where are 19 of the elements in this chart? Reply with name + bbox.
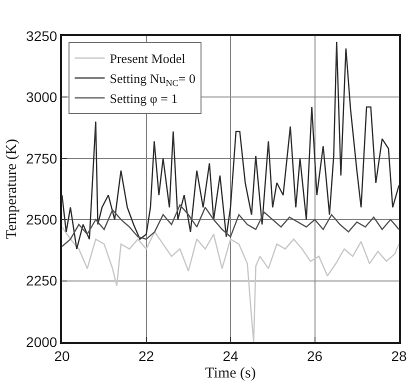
x-tick-label: 24 [222, 348, 238, 364]
line-series [62, 41, 399, 250]
legend-label: Setting Nu$_{NC}$= 0 [110, 71, 196, 88]
legend-label: Present Model [110, 51, 186, 66]
y-tick-label: 2250 [26, 272, 58, 289]
y-tick-label: 2500 [26, 212, 58, 228]
x-tick-label: 22 [138, 348, 154, 364]
x-axis-title: Time (s) [205, 365, 256, 382]
y-axis-title: Temperature (K) [4, 138, 20, 240]
y-tick-label: 3000 [26, 89, 58, 106]
y-tick-label: 3250 [26, 28, 58, 44]
y-tick-label: 2750 [26, 150, 58, 166]
x-tick-label: 20 [54, 348, 70, 364]
x-tick-label: 28 [391, 348, 407, 364]
legend-label: Setting φ = 1 [110, 90, 178, 106]
line-series [62, 204, 399, 248]
line-series [62, 226, 399, 342]
y-tick-label: 2000 [26, 334, 58, 350]
x-tick-label: 26 [306, 348, 323, 364]
